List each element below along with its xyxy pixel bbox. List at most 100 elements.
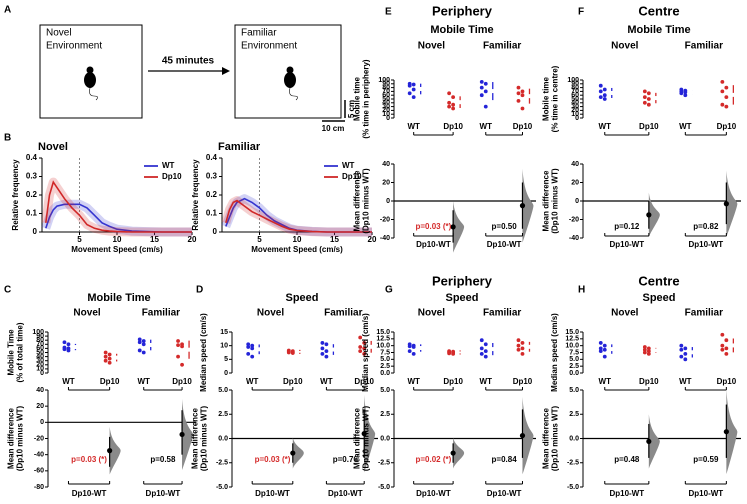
data-point xyxy=(516,338,521,343)
data-point xyxy=(479,351,484,356)
data-point xyxy=(483,349,488,354)
data-point xyxy=(137,340,142,345)
data-point xyxy=(246,342,251,347)
y-tick-label: 80 xyxy=(36,337,44,344)
y-tick-label: 40 xyxy=(571,161,579,168)
chart-title: Periphery xyxy=(432,273,493,288)
y-tick-label: 2.5 xyxy=(569,411,579,418)
bootstrap-distribution xyxy=(453,437,465,469)
p-value: p=0.03 (*) xyxy=(71,455,107,464)
x-axis-label: Movement Speed (cm/s) xyxy=(71,245,163,254)
mean-difference xyxy=(646,438,652,445)
panel-a: A Novel Environment Familiar Environment… xyxy=(4,5,356,133)
condition-label: Familiar xyxy=(324,308,362,319)
y-tick-label: 15 xyxy=(220,329,228,336)
arena-label: Familiar xyxy=(241,28,277,39)
y-tick-label: 2.5 xyxy=(569,363,579,370)
chart-title: Familiar xyxy=(218,141,261,153)
bootstrap-distribution xyxy=(648,414,660,469)
data-point xyxy=(602,93,607,98)
y-axis-label: Relative frequency xyxy=(11,159,20,231)
y-axis-label: (% time in centre) xyxy=(551,65,560,132)
y-tick-label: 0.0 xyxy=(218,435,228,442)
data-point xyxy=(479,85,484,90)
condition-label: Novel xyxy=(257,308,284,319)
data-point xyxy=(679,347,684,352)
y-tick-label: 0 xyxy=(224,370,228,377)
y-tick-label: 40 xyxy=(36,353,44,360)
arena xyxy=(39,24,143,119)
data-point xyxy=(483,342,488,347)
data-point xyxy=(320,346,325,351)
data-point xyxy=(358,349,363,354)
y-tick-label: -2.5 xyxy=(378,460,390,467)
data-point xyxy=(679,91,684,96)
p-value: p=0.84 xyxy=(492,455,518,464)
condition-label: Familiar xyxy=(142,308,180,319)
bootstrap-distribution xyxy=(109,426,121,475)
panel-label: F xyxy=(578,7,584,18)
y-tick-label: 0.1 xyxy=(26,209,38,218)
y-tick-label: 70 xyxy=(571,88,579,95)
chart-subtitle: Mobile Time xyxy=(430,24,493,36)
chart-subtitle: Speed xyxy=(642,292,675,304)
y-tick-label: 2.5 xyxy=(380,411,390,418)
chart-subtitle: Speed xyxy=(445,292,478,304)
series-band xyxy=(221,196,372,237)
data-point xyxy=(451,106,456,111)
diff-label: Dp10-WT xyxy=(72,489,107,498)
mean-difference xyxy=(723,429,729,435)
mean-difference xyxy=(646,212,652,218)
y-axis-label: Mean difference xyxy=(542,407,551,468)
y-tick-label: 0.3 xyxy=(206,172,218,181)
y-tick-label: 10 xyxy=(382,111,390,118)
y-tick-label: 30 xyxy=(382,103,390,110)
scale-label: 5 cm xyxy=(347,100,356,118)
y-tick-label: 90 xyxy=(571,81,579,88)
y-axis-label: (Dp10 minus WT) xyxy=(16,406,25,472)
data-point xyxy=(679,343,684,348)
data-point xyxy=(724,85,729,90)
y-tick-label: -20 xyxy=(380,216,390,223)
bootstrap-distribution xyxy=(182,398,194,471)
y-tick-label: 60 xyxy=(382,92,390,99)
data-point xyxy=(137,348,142,353)
data-point xyxy=(520,89,525,94)
chart-title: Mobile Time xyxy=(87,292,150,304)
data-point xyxy=(520,106,525,111)
p-value: p=0.12 xyxy=(614,222,640,231)
group-label: WT xyxy=(679,377,692,386)
y-tick-label: 10.0 xyxy=(376,343,390,350)
y-tick-label: -20 xyxy=(569,216,579,223)
y-tick-label: 70 xyxy=(36,341,44,348)
data-point xyxy=(683,346,688,351)
group-label: WT xyxy=(320,377,333,386)
y-tick-label: 90 xyxy=(382,81,390,88)
group-label: Dp10 xyxy=(283,377,303,386)
y-tick-label: 10 xyxy=(571,111,579,118)
p-value: p=0.03 (*) xyxy=(255,455,291,464)
condition-label: Novel xyxy=(418,41,445,52)
y-tick-label: 40 xyxy=(571,100,579,107)
data-point xyxy=(724,351,729,356)
data-point xyxy=(103,358,108,363)
data-point xyxy=(176,339,180,343)
y-tick-label: 60 xyxy=(571,92,579,99)
y-tick-label: 90 xyxy=(36,333,44,340)
y-tick-label: 0.2 xyxy=(26,190,38,199)
bootstrap-distribution xyxy=(726,170,738,238)
y-tick-label: 10 xyxy=(220,343,228,350)
data-point xyxy=(516,99,521,103)
data-point xyxy=(407,349,412,354)
data-point xyxy=(724,95,729,99)
data-point xyxy=(683,90,688,95)
data-point xyxy=(407,344,412,349)
y-tick-label: 0 xyxy=(40,370,44,377)
group-label: Dp10 xyxy=(443,122,463,131)
data-point xyxy=(642,95,647,99)
data-point xyxy=(447,351,452,356)
condition-label: Familiar xyxy=(483,308,521,319)
data-point xyxy=(602,347,607,352)
mouse-icon xyxy=(284,66,298,101)
data-point xyxy=(250,354,255,359)
